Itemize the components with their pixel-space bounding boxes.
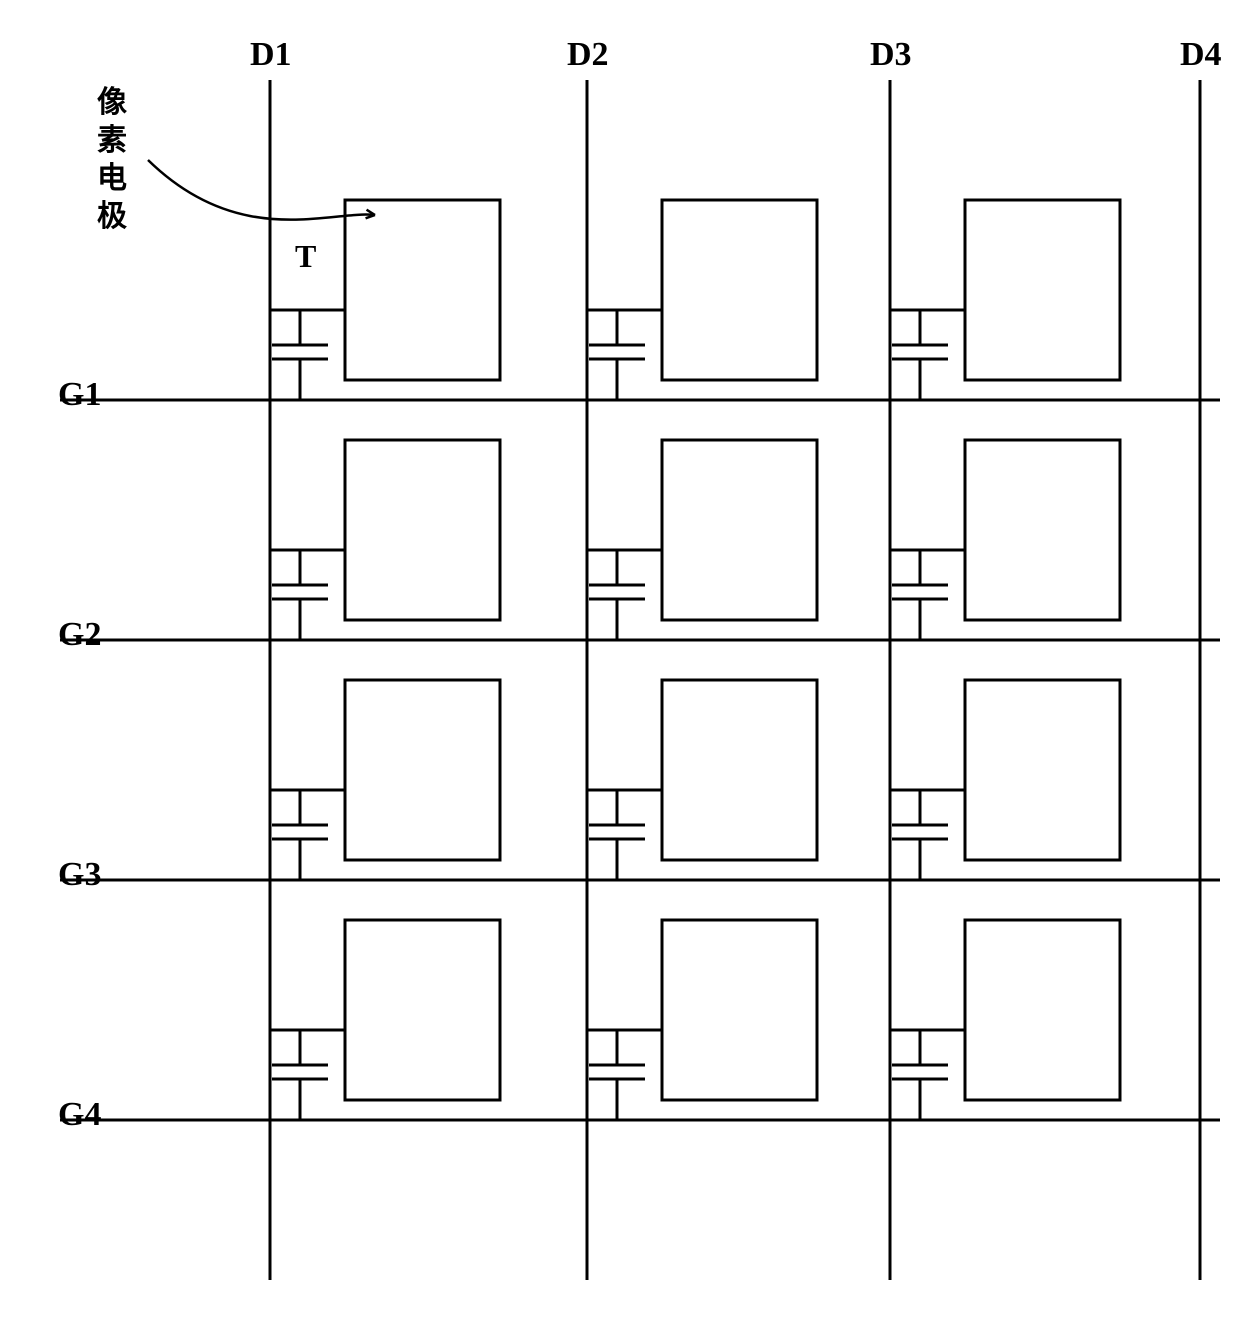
pixel-electrode bbox=[965, 200, 1120, 380]
col-label-2: D2 bbox=[567, 36, 609, 73]
cn-label-char-1: 素 bbox=[97, 124, 127, 157]
pixel-cell-3-3 bbox=[890, 680, 1120, 880]
cn-label-char-3: 极 bbox=[97, 200, 127, 233]
row-label-3: G3 bbox=[58, 856, 101, 893]
row-label-1: G1 bbox=[58, 376, 101, 413]
pixel-cell-4-1 bbox=[270, 920, 500, 1120]
col-label-3: D3 bbox=[870, 36, 912, 73]
pixel-electrode bbox=[345, 680, 500, 860]
pixel-electrode bbox=[662, 440, 817, 620]
pixel-cell-1-1 bbox=[270, 200, 500, 400]
row-label-4: G4 bbox=[58, 1096, 101, 1133]
col-label-1: D1 bbox=[250, 36, 292, 73]
pixel-array-diagram: D1 D2 D3 D4 G1 G2 G3 G4 像素电极 T bbox=[20, 20, 1240, 1312]
pixel-cell-2-2 bbox=[587, 440, 817, 640]
row-label-2: G2 bbox=[58, 616, 101, 653]
pixel-electrode bbox=[345, 200, 500, 380]
pixel-cell-3-2 bbox=[587, 680, 817, 880]
pixel-cell-4-3 bbox=[890, 920, 1120, 1120]
pixel-cell-3-1 bbox=[270, 680, 500, 880]
pixel-electrode bbox=[965, 920, 1120, 1100]
pixel-electrode bbox=[965, 440, 1120, 620]
pixel-cell-2-3 bbox=[890, 440, 1120, 640]
col-label-4: D4 bbox=[1180, 36, 1222, 73]
pixel-electrode bbox=[662, 680, 817, 860]
pixel-electrode bbox=[662, 920, 817, 1100]
pixel-cell-2-1 bbox=[270, 440, 500, 640]
pixel-electrode bbox=[345, 440, 500, 620]
pixel-cell-1-3 bbox=[890, 200, 1120, 400]
pixel-electrode bbox=[345, 920, 500, 1100]
pixel-electrode bbox=[965, 680, 1120, 860]
transistor-label: T bbox=[295, 238, 316, 274]
pointer-arrow bbox=[148, 160, 375, 220]
pixel-cell-1-2 bbox=[587, 200, 817, 400]
cn-label-char-2: 电 bbox=[97, 162, 127, 195]
pixel-electrode bbox=[662, 200, 817, 380]
cn-label-char-0: 像 bbox=[97, 86, 127, 119]
pixel-cell-4-2 bbox=[587, 920, 817, 1120]
